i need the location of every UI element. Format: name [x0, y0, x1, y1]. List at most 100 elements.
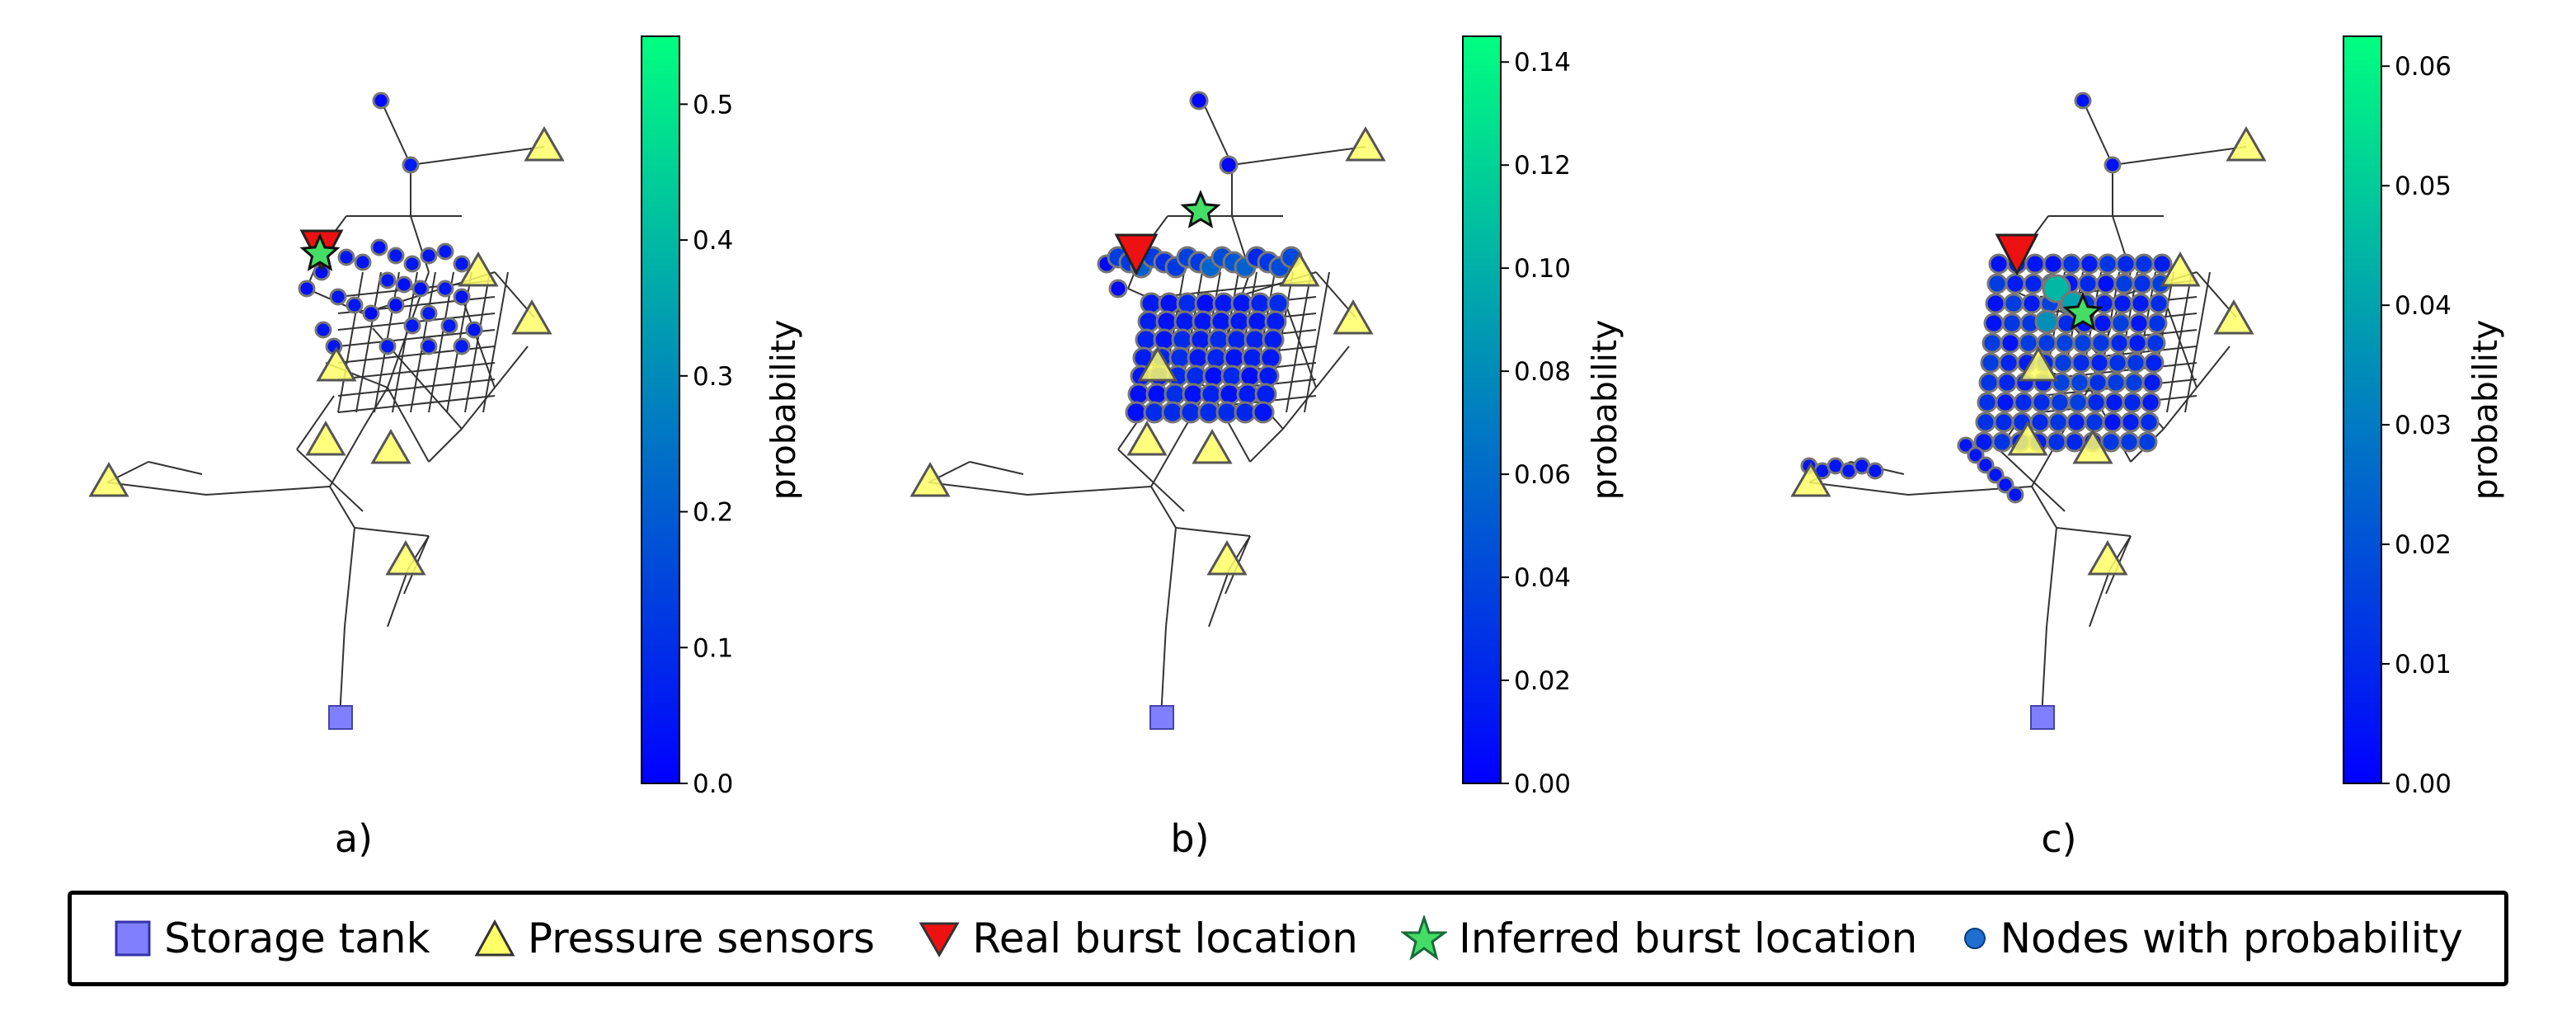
probability-node — [2029, 411, 2051, 433]
colorbar-tick-label: 0.01 — [2395, 650, 2451, 679]
probability-node — [2006, 486, 2024, 504]
pipe-segment — [1315, 346, 1350, 388]
pipe-segment — [339, 626, 346, 718]
colorbar-tick-label: 0.03 — [2395, 411, 2451, 440]
pressure-sensor-icon — [385, 540, 426, 576]
panel-caption-b: b) — [1170, 816, 1210, 861]
probability-node — [1259, 346, 1282, 369]
probability-node — [1983, 313, 2005, 334]
colorbar-label: probability — [2466, 320, 2505, 501]
pipe-segment — [494, 346, 529, 388]
real-burst-icon — [1995, 233, 2039, 276]
probability-node — [453, 255, 471, 273]
probability-node — [420, 247, 438, 265]
real-burst-icon — [919, 922, 960, 957]
probability-node — [403, 317, 421, 335]
probability-node — [1262, 328, 1285, 351]
pipe-segment — [337, 395, 496, 413]
legend-item-real-burst: Real burst location — [918, 915, 1358, 962]
pressure-sensor-icon — [2018, 346, 2059, 382]
colorbar-tick-label: 0.02 — [2395, 530, 2451, 560]
probability-node — [1996, 476, 2014, 494]
pipe-segment — [2196, 346, 2230, 388]
probability-node — [2034, 309, 2059, 334]
probability-node — [2071, 352, 2092, 374]
pipe-segment — [354, 527, 430, 537]
probability-node — [2046, 431, 2067, 453]
colorbar-tick-label: 0.14 — [1514, 48, 1571, 78]
probability-node — [1137, 310, 1160, 333]
pipe-segment — [464, 271, 491, 413]
storage-tank-icon — [1149, 705, 1174, 730]
probability-node — [1168, 346, 1192, 369]
pipe-segment — [355, 271, 382, 413]
probability-node — [2120, 411, 2141, 433]
probability-node — [2143, 352, 2165, 374]
colorbar-tick-label: 0.5 — [693, 90, 733, 120]
probability-node — [1254, 383, 1277, 406]
storage-tank-icon — [115, 920, 151, 957]
pressure-sensor-icon — [2072, 429, 2113, 464]
colorbar-tick-label: 0.4 — [693, 226, 733, 256]
probability-node — [1230, 292, 1253, 315]
legend-item-storage-tank: Storage tank — [113, 915, 430, 962]
probability-node — [1210, 310, 1233, 333]
probability-node — [2085, 392, 2107, 413]
probability-node — [1996, 372, 2018, 393]
probability-node — [453, 288, 471, 306]
pressure-sensor-icon — [88, 462, 129, 497]
probability-node — [2100, 431, 2122, 453]
probability-node — [1182, 383, 1205, 406]
probability-node — [2095, 273, 2117, 294]
colorbar-tick-label: 0.12 — [1514, 151, 1571, 181]
inferred-burst-icon — [299, 233, 341, 271]
network-graph — [88, 92, 565, 730]
probability-node — [436, 242, 454, 261]
network-panel-a: 0.0 0.1 0.2 0.3 0.4 0.5 probability — [88, 35, 803, 799]
probability-node — [2128, 313, 2150, 334]
probability-node — [1977, 392, 1998, 413]
pipe-segment — [1150, 428, 1185, 487]
real-burst-icon — [1114, 233, 1159, 276]
pressure-sensor-icon — [1790, 462, 1831, 497]
probability-node — [1161, 401, 1184, 424]
probability-node — [354, 253, 372, 271]
pressure-sensor-icon — [1192, 429, 1233, 464]
probability-node — [2023, 273, 2044, 294]
pipe-segment — [1208, 568, 1230, 628]
pressure-sensor-icon — [1345, 126, 1386, 162]
pipe-segment — [969, 461, 1024, 475]
pipe-segment — [2112, 146, 2247, 166]
pressure-sensor-icon — [2160, 252, 2201, 287]
probability-node — [440, 317, 458, 335]
legend-label: Inferred burst location — [1459, 915, 1918, 962]
probability-node — [1158, 292, 1181, 315]
probability-node — [2049, 392, 2071, 413]
probability-node — [2036, 332, 2057, 354]
probability-node — [1194, 292, 1217, 315]
probability-node — [2018, 332, 2039, 354]
probability-node — [1145, 383, 1168, 406]
colorbar — [1462, 35, 1502, 784]
pressure-sensor-icon — [910, 462, 951, 497]
pipe-segment — [344, 527, 355, 628]
network-panel-b: 0.00 0.02 0.04 0.06 0.08 0.10 0.12 0.14 probabil… — [910, 35, 1624, 799]
probability-node — [2125, 352, 2146, 374]
probability-node — [1197, 401, 1220, 424]
probability-node — [2132, 273, 2153, 294]
pipe-segment — [928, 482, 1028, 496]
probability-node — [1241, 346, 1264, 369]
pressure-sensor-icon — [316, 346, 357, 382]
node-probability-icon — [1963, 928, 1986, 949]
probability-node — [1179, 401, 1202, 424]
probability-node — [1143, 401, 1166, 424]
pressure-sensor-icon — [1126, 421, 1168, 456]
pressure-sensor-icon — [458, 252, 499, 287]
colorbar-tick-label: 0.2 — [693, 498, 733, 528]
probability-node — [2003, 293, 2024, 314]
storage-tank-icon — [328, 705, 353, 730]
probability-node — [1236, 383, 1259, 406]
probability-node — [387, 247, 405, 265]
pipe-segment — [1249, 428, 1284, 463]
pipe-segment — [2166, 271, 2193, 413]
